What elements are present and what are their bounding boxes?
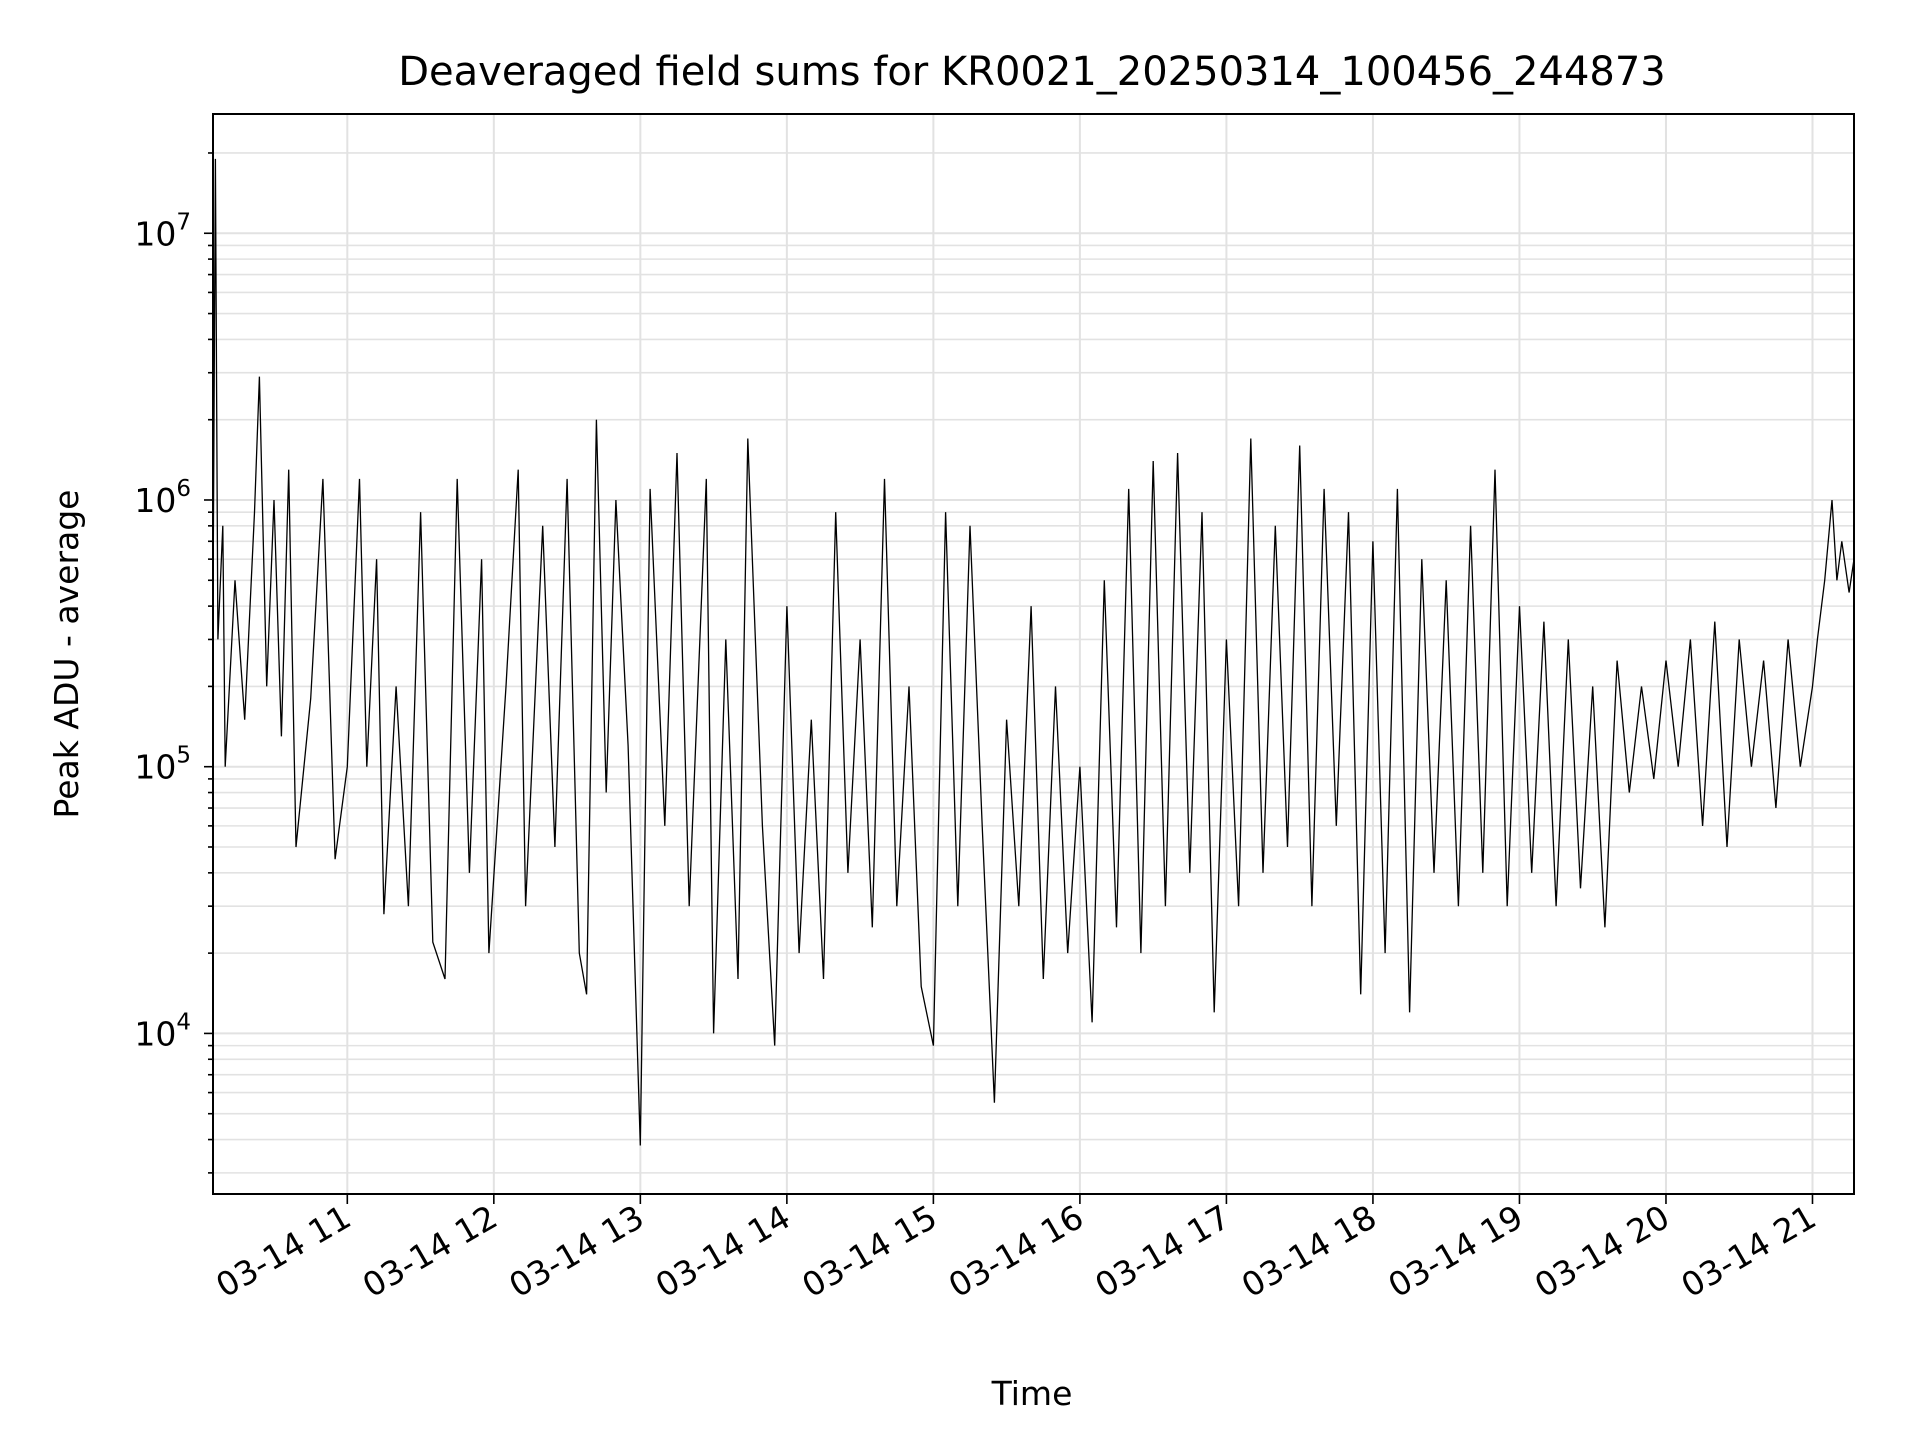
series — [212, 158, 1855, 1146]
y-tick-label: 106 — [134, 476, 191, 520]
y-axis-label: Peak ADU - average — [47, 490, 86, 819]
y-tick-label: 107 — [134, 209, 191, 253]
series-line — [212, 158, 1855, 1146]
plot-frame — [212, 113, 1855, 1195]
chart-title: Deaveraged field sums for KR0021_2025031… — [398, 49, 1666, 95]
y-tick-label: 104 — [134, 1009, 191, 1053]
y-axis-ticks: 104 105 106 107 — [134, 152, 213, 1174]
x-axis-label: Time — [991, 1374, 1073, 1413]
grid — [213, 114, 1854, 1194]
y-tick-label: 105 — [134, 743, 191, 787]
